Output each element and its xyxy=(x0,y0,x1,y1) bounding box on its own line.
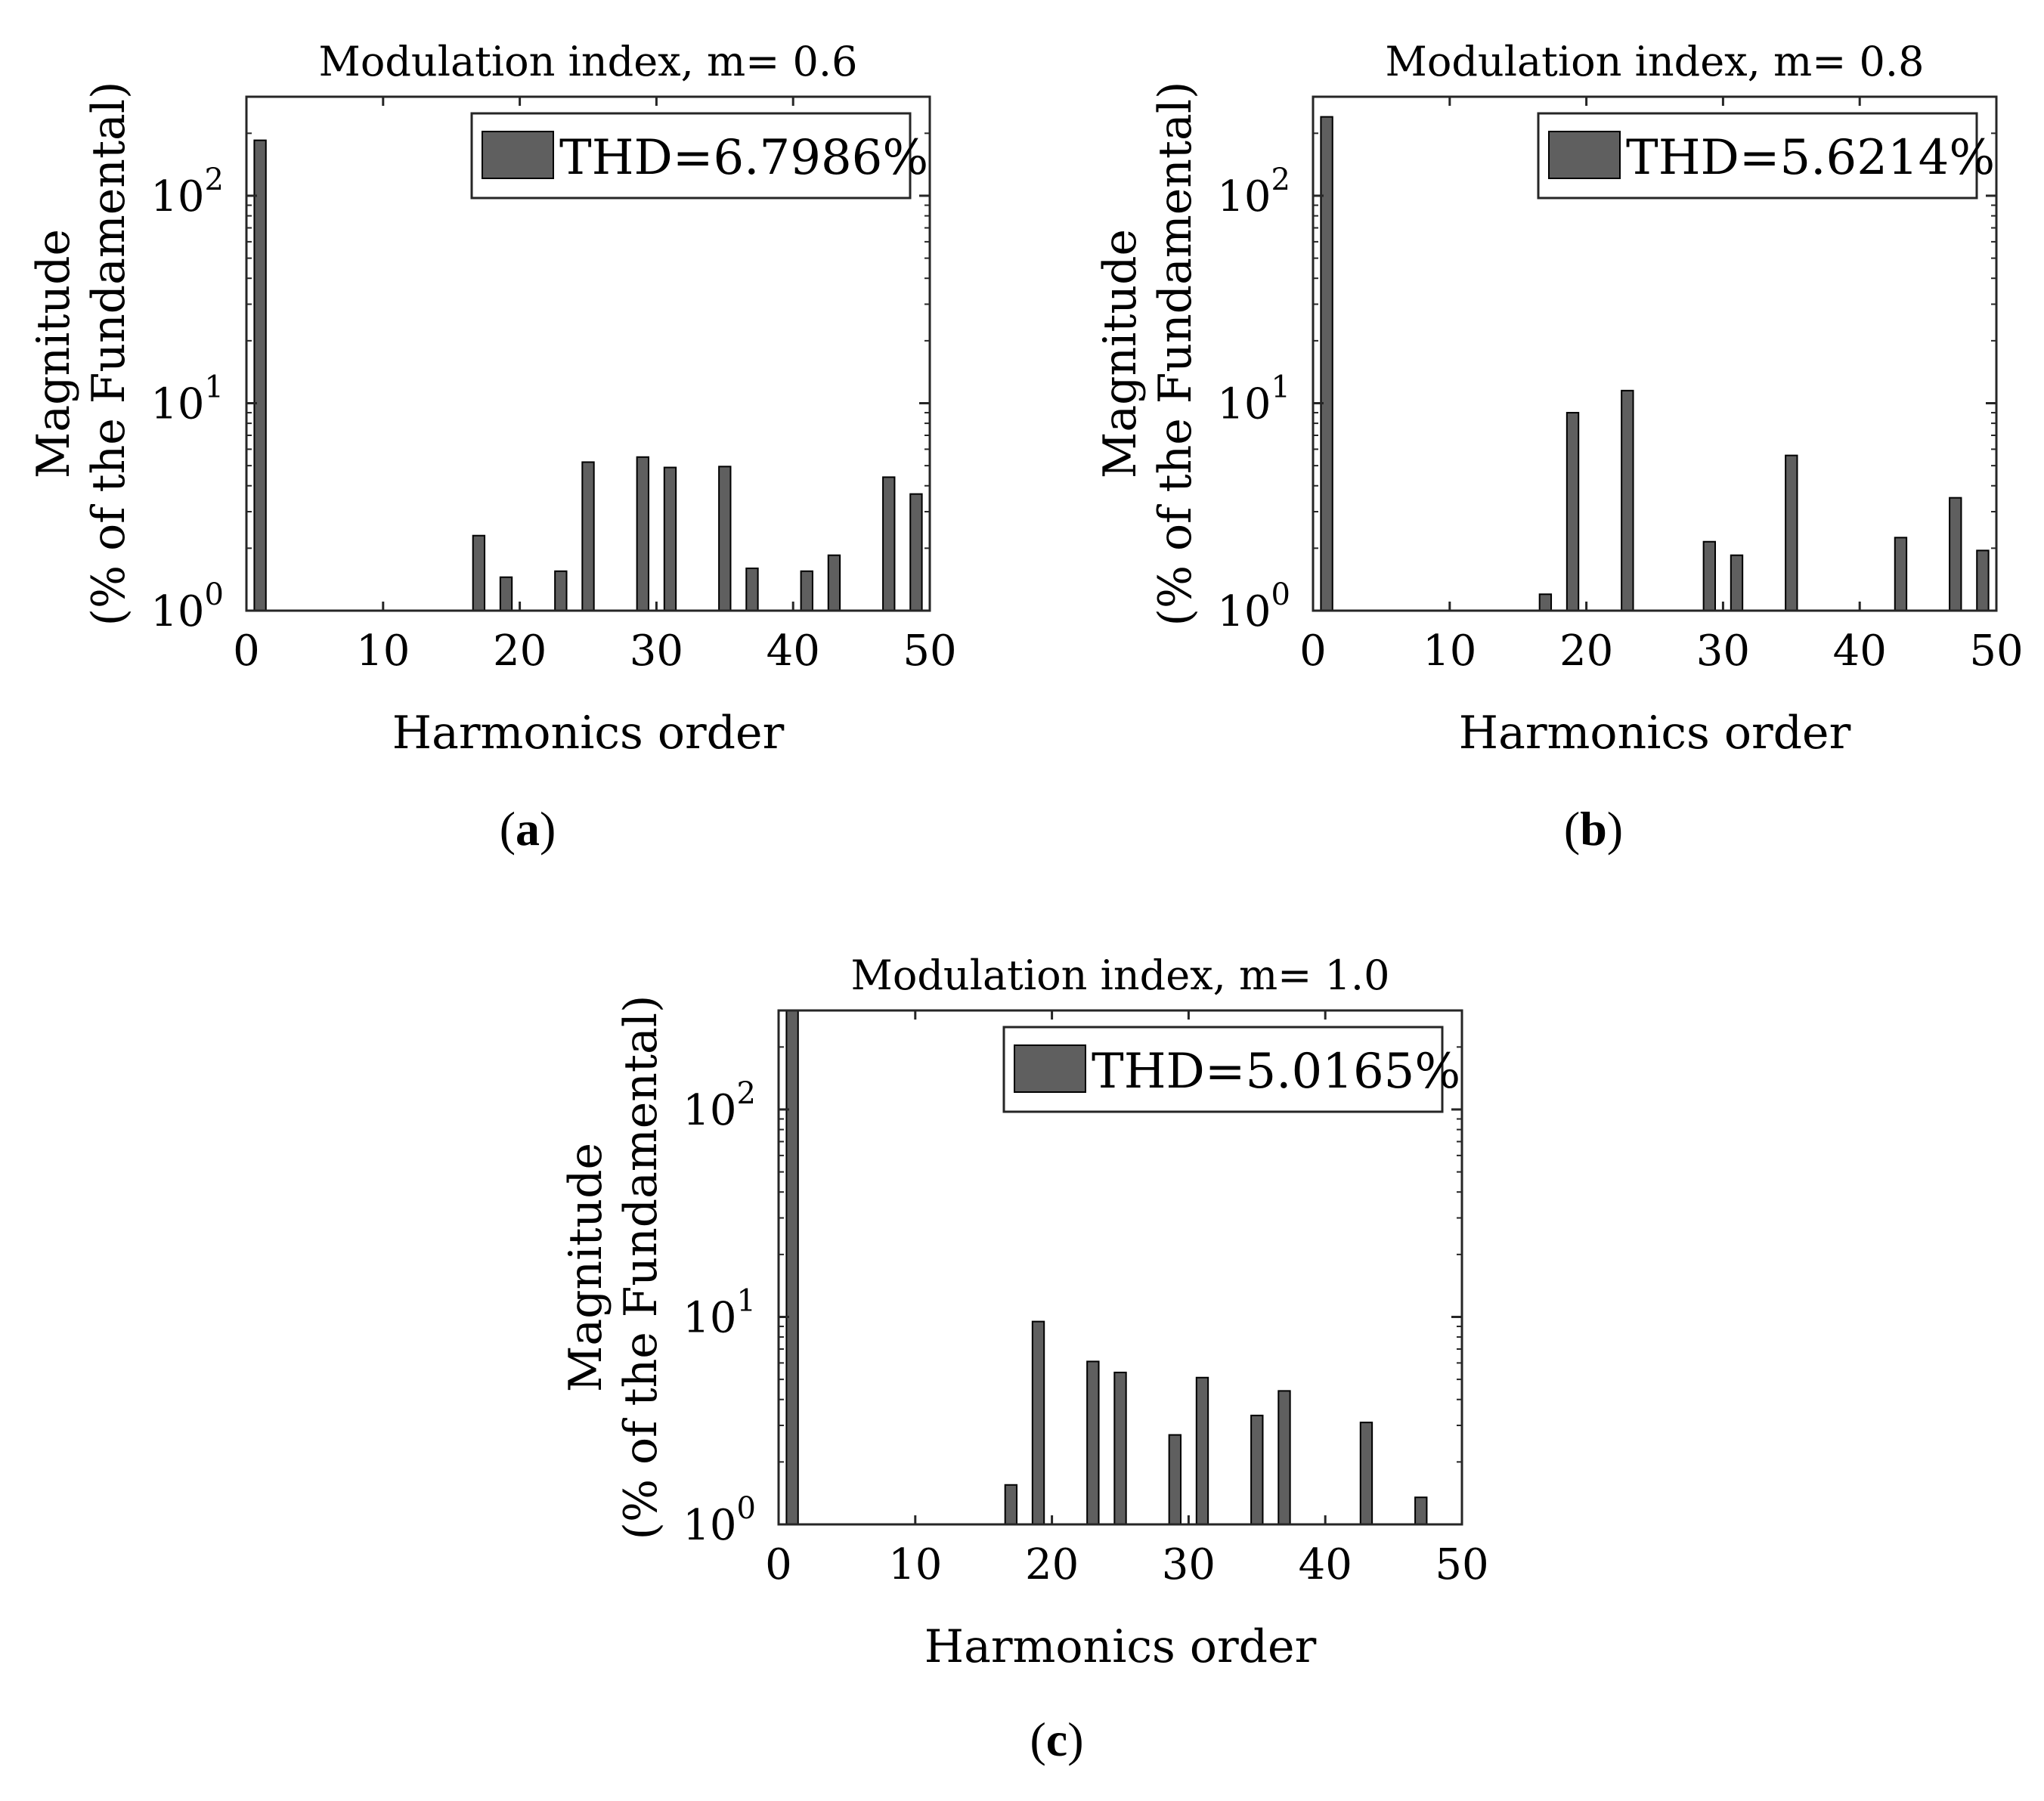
bar-h47 xyxy=(882,476,896,611)
x-tick-label: 0 xyxy=(233,627,260,676)
x-tick-label: 10 xyxy=(1423,627,1476,676)
legend-label: THD=5.0165% xyxy=(1092,1044,1460,1100)
legend: THD=5.0165% xyxy=(1002,1026,1460,1113)
bar-h25 xyxy=(1113,1371,1127,1525)
chart-title: Modulation index, m= 0.8 xyxy=(1386,38,1925,85)
bar-h1 xyxy=(785,1010,799,1525)
x-tick-label: 0 xyxy=(1299,627,1327,676)
bar-h41 xyxy=(800,570,813,611)
bar-h19 xyxy=(499,576,513,612)
bar-h19 xyxy=(1566,412,1580,611)
bar-h47 xyxy=(1949,497,1962,612)
bar-h43 xyxy=(1894,537,1908,612)
y-tick-label: 102 xyxy=(150,162,224,221)
axes-box xyxy=(245,95,931,612)
legend-label: THD=5.6214% xyxy=(1626,130,1995,186)
y-tick-label: 102 xyxy=(683,1076,756,1135)
bar-h47 xyxy=(1414,1496,1428,1525)
bar-h17 xyxy=(472,534,486,612)
bar-h1 xyxy=(1320,116,1333,612)
x-tick-label: 50 xyxy=(903,627,956,676)
x-tick-label: 20 xyxy=(493,627,547,676)
chart-panel-c: 0 10 20 30 40 50 100 101 102 Modulation index, m=… xyxy=(559,952,1489,1673)
bar-h37 xyxy=(745,567,759,611)
y-tick-label: 100 xyxy=(150,577,224,636)
chart-panel-b: 0 10 20 30 40 50 100 101 102 Modulation index, m=… xyxy=(1094,38,2024,760)
x-tick-label: 50 xyxy=(1435,1540,1488,1589)
y-tick-label: 101 xyxy=(150,370,224,429)
bar-h43 xyxy=(827,554,841,611)
y-axis-label-line2: (% of the Fundamental) xyxy=(82,82,135,627)
chart-panel-a: 0 10 20 30 40 50 100 101 102 Modulation index, m=… xyxy=(27,38,957,760)
bar-h35 xyxy=(1250,1414,1264,1525)
legend-swatch xyxy=(482,131,554,179)
legend-swatch xyxy=(1014,1044,1086,1093)
y-axis-label-line2: (% of the Fundamental) xyxy=(1149,82,1202,627)
y-axis-label-line2: (% of the Fundamental) xyxy=(615,995,667,1540)
y-tick-label: 100 xyxy=(683,1491,756,1550)
x-axis-label: Harmonics order xyxy=(392,707,785,760)
y-axis-label-line1: Magnitude xyxy=(1094,229,1147,478)
bar-h19 xyxy=(1031,1320,1045,1525)
x-axis-label: Harmonics order xyxy=(1459,707,1851,760)
axes-box xyxy=(777,1009,1463,1526)
y-axis-label-line1: Magnitude xyxy=(27,229,80,478)
x-tick-label: 0 xyxy=(765,1540,792,1589)
bar-h23 xyxy=(554,570,568,611)
x-tick-label: 30 xyxy=(630,627,683,676)
legend-label: THD=6.7986% xyxy=(559,130,928,186)
bar-h37 xyxy=(1278,1390,1291,1525)
x-tick-label: 20 xyxy=(1559,627,1613,676)
bar-h1 xyxy=(253,139,267,611)
x-tick-label: 30 xyxy=(1162,1540,1216,1589)
x-tick-label: 30 xyxy=(1696,627,1750,676)
x-tick-label: 20 xyxy=(1025,1540,1079,1589)
bar-h31 xyxy=(1195,1376,1209,1526)
y-tick-label: 102 xyxy=(1217,162,1290,221)
bar-h17 xyxy=(1538,593,1553,612)
bar-h35 xyxy=(1785,454,1798,611)
bar-h49 xyxy=(909,493,923,612)
y-axis-label-line1: Magnitude xyxy=(559,1143,612,1392)
chart-title: Modulation index, m= 1.0 xyxy=(851,952,1390,999)
bar-h43 xyxy=(1359,1422,1374,1525)
bar-h23 xyxy=(1621,389,1634,612)
bar-h17 xyxy=(1004,1484,1018,1525)
x-tick-label: 40 xyxy=(1299,1540,1352,1589)
bar-h29 xyxy=(1702,540,1717,611)
panel-caption-a: (a) xyxy=(499,802,556,856)
legend-swatch xyxy=(1548,131,1621,179)
bar-h31 xyxy=(1730,554,1744,611)
bar-h35 xyxy=(718,466,732,611)
chart-title: Modulation index, m= 0.6 xyxy=(319,38,858,85)
bar-h31 xyxy=(663,466,677,612)
y-tick-label: 100 xyxy=(1217,577,1290,636)
legend: THD=5.6214% xyxy=(1537,112,1995,200)
panel-caption-c: (c) xyxy=(1030,1713,1084,1766)
x-tick-label: 50 xyxy=(1969,627,2023,676)
axes-box xyxy=(1312,95,1998,612)
x-tick-label: 10 xyxy=(888,1540,942,1589)
bar-h23 xyxy=(1086,1360,1100,1526)
bar-h25 xyxy=(581,461,595,612)
x-axis-label: Harmonics order xyxy=(924,1620,1317,1673)
y-tick-label: 101 xyxy=(683,1283,756,1342)
legend: THD=6.7986% xyxy=(470,112,928,200)
x-tick-label: 10 xyxy=(356,627,410,676)
bar-h49 xyxy=(1976,549,1990,612)
bar-h29 xyxy=(1168,1434,1182,1525)
bar-h29 xyxy=(636,456,650,612)
x-tick-label: 40 xyxy=(766,627,820,676)
panel-caption-b: (b) xyxy=(1563,802,1624,856)
y-tick-label: 101 xyxy=(1217,370,1290,429)
x-tick-label: 40 xyxy=(1833,627,1887,676)
